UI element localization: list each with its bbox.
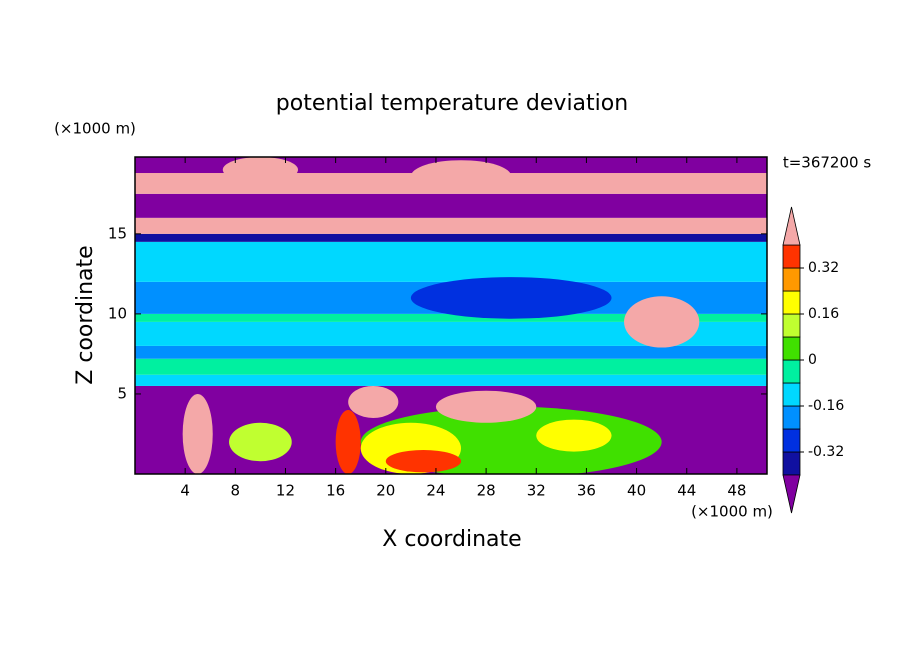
contour-blob <box>536 419 612 452</box>
x-tick-label: 44 <box>677 482 696 500</box>
y-tick-label: 15 <box>108 224 127 242</box>
colorbar-box <box>782 382 801 407</box>
contour-layer <box>135 233 767 242</box>
contour-blob <box>229 422 292 462</box>
x-tick-label: 32 <box>527 482 546 500</box>
x-unit: (×1000 m) <box>691 503 773 521</box>
contour-layer <box>135 241 767 282</box>
colorbar-box <box>782 359 801 384</box>
x-tick-label: 48 <box>727 482 746 500</box>
x-tick-label: 28 <box>477 482 496 500</box>
colorbar-box <box>782 244 801 269</box>
colorbar-label: 0 <box>808 352 817 368</box>
x-tick-label: 24 <box>426 482 445 500</box>
x-tick-label: 20 <box>376 482 395 500</box>
colorbar-label: 0.32 <box>808 260 839 276</box>
x-tick-label: 4 <box>180 482 190 500</box>
x-tick-label: 16 <box>326 482 345 500</box>
y-tick-label: 5 <box>117 384 127 402</box>
contour-layer <box>135 374 767 386</box>
colorbar-box <box>782 405 801 430</box>
contour-blob <box>348 385 399 418</box>
x-tick-label: 36 <box>577 482 596 500</box>
x-tick-label: 8 <box>231 482 241 500</box>
y-unit: (×1000 m) <box>54 120 136 138</box>
colorbar-box <box>782 451 801 476</box>
contour-blob <box>410 277 612 319</box>
y-axis-label: Z coordinate <box>73 245 98 384</box>
contour-blob <box>385 449 462 473</box>
x-axis-label: X coordinate <box>382 527 521 552</box>
contour-layer <box>135 345 767 359</box>
contour-blob <box>410 160 512 193</box>
contour-layer <box>135 313 767 322</box>
y-tick-label: 10 <box>108 304 127 322</box>
contour-layer <box>135 193 767 218</box>
time-annotation: t=367200 s <box>783 154 871 172</box>
contour-blob <box>435 390 537 423</box>
colorbar-label: 0.16 <box>808 306 839 322</box>
colorbar-box <box>782 336 801 361</box>
x-tick-label: 12 <box>276 482 295 500</box>
contour-layer <box>135 217 767 234</box>
colorbar-box <box>782 267 801 292</box>
contour-blob <box>182 393 213 474</box>
x-tick-label: 40 <box>627 482 646 500</box>
plot-frame <box>134 156 768 475</box>
colorbar-label: -0.32 <box>808 444 844 460</box>
chart-title: potential temperature deviation <box>276 91 628 116</box>
colorbar-box <box>782 290 801 315</box>
contour-blob <box>624 296 700 348</box>
colorbar-label: -0.16 <box>808 398 844 414</box>
colorbar-over <box>782 206 801 246</box>
contour-blob <box>335 409 361 474</box>
field <box>135 157 767 474</box>
colorbar-box <box>782 428 801 453</box>
contour-layer <box>135 358 767 375</box>
colorbar-under <box>782 474 801 514</box>
colorbar-box <box>782 313 801 338</box>
contour-blob <box>222 157 299 183</box>
